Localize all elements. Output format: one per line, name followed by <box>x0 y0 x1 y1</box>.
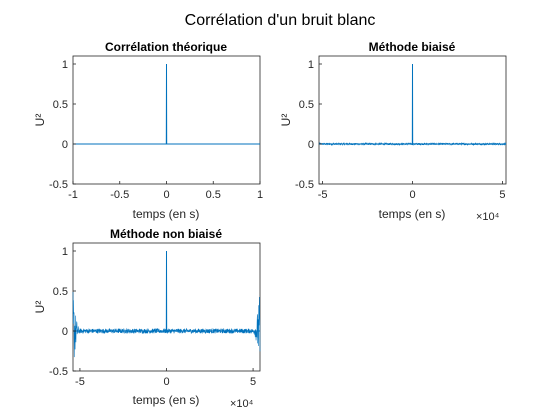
y-tick-label: -0.5 <box>49 366 68 378</box>
series-line <box>73 63 260 145</box>
figure-title: Corrélation d'un bruit blanc <box>185 12 376 29</box>
y-tick-label: -0.5 <box>49 179 68 191</box>
y-tick-label: 0 <box>308 139 314 151</box>
y-tick-label: 0 <box>62 326 68 338</box>
x-tick-label: 0 <box>409 189 415 201</box>
x-tick-label: 5 <box>250 376 256 388</box>
subplot-title: Méthode biaisé <box>369 40 456 54</box>
series-line <box>73 250 260 332</box>
y-tick-label: 0.5 <box>299 99 314 111</box>
x-exponent-label: ×10⁴ <box>230 398 254 410</box>
subplot-theoretical: Corrélation théorique -1 -0.5 0 0.5 1-0.500.… <box>33 40 263 221</box>
series-line <box>319 63 506 145</box>
y-tick-label: 0.5 <box>53 286 68 298</box>
subplot-unbiased: Méthode non biaisé -5 0 5 -0.5 0 0.5 1 temps (… <box>33 227 261 410</box>
x-axis-label: temps (en s) <box>133 207 200 221</box>
y-axis-label: U² <box>279 114 293 127</box>
y-axis-label: U² <box>33 301 47 314</box>
subplot-title: Corrélation théorique <box>105 40 227 54</box>
y-tick-label: 0 <box>62 139 68 151</box>
x-tick-label: 0 <box>163 189 169 201</box>
y-tick-label: 0.5 <box>53 99 68 111</box>
x-tick-label: -0.5 <box>110 189 129 201</box>
y-tick-label: 1 <box>62 59 68 71</box>
y-tick-label: -0.5 <box>295 179 314 191</box>
x-tick-label: 1 <box>257 189 263 201</box>
x-exponent-label: ×10⁴ <box>476 211 500 223</box>
subplot-biased: Méthode biaisé -5 0 5 -0.5 0 0.5 1 temps (en s… <box>279 40 507 223</box>
x-axis-label: temps (en s) <box>133 393 200 407</box>
y-tick-label: 1 <box>308 59 314 71</box>
x-tick-label: -5 <box>318 189 328 201</box>
x-tick-label: -5 <box>75 376 85 388</box>
x-tick-label: 0 <box>163 376 169 388</box>
x-axis-label: temps (en s) <box>379 207 446 221</box>
y-axis-label: U² <box>33 114 47 127</box>
y-tick-label: 1 <box>62 246 68 258</box>
subplot-title: Méthode non biaisé <box>110 227 222 241</box>
x-tick-label: 5 <box>499 189 505 201</box>
x-tick-label: -1 <box>68 189 78 201</box>
x-tick-label: 0.5 <box>206 189 221 201</box>
